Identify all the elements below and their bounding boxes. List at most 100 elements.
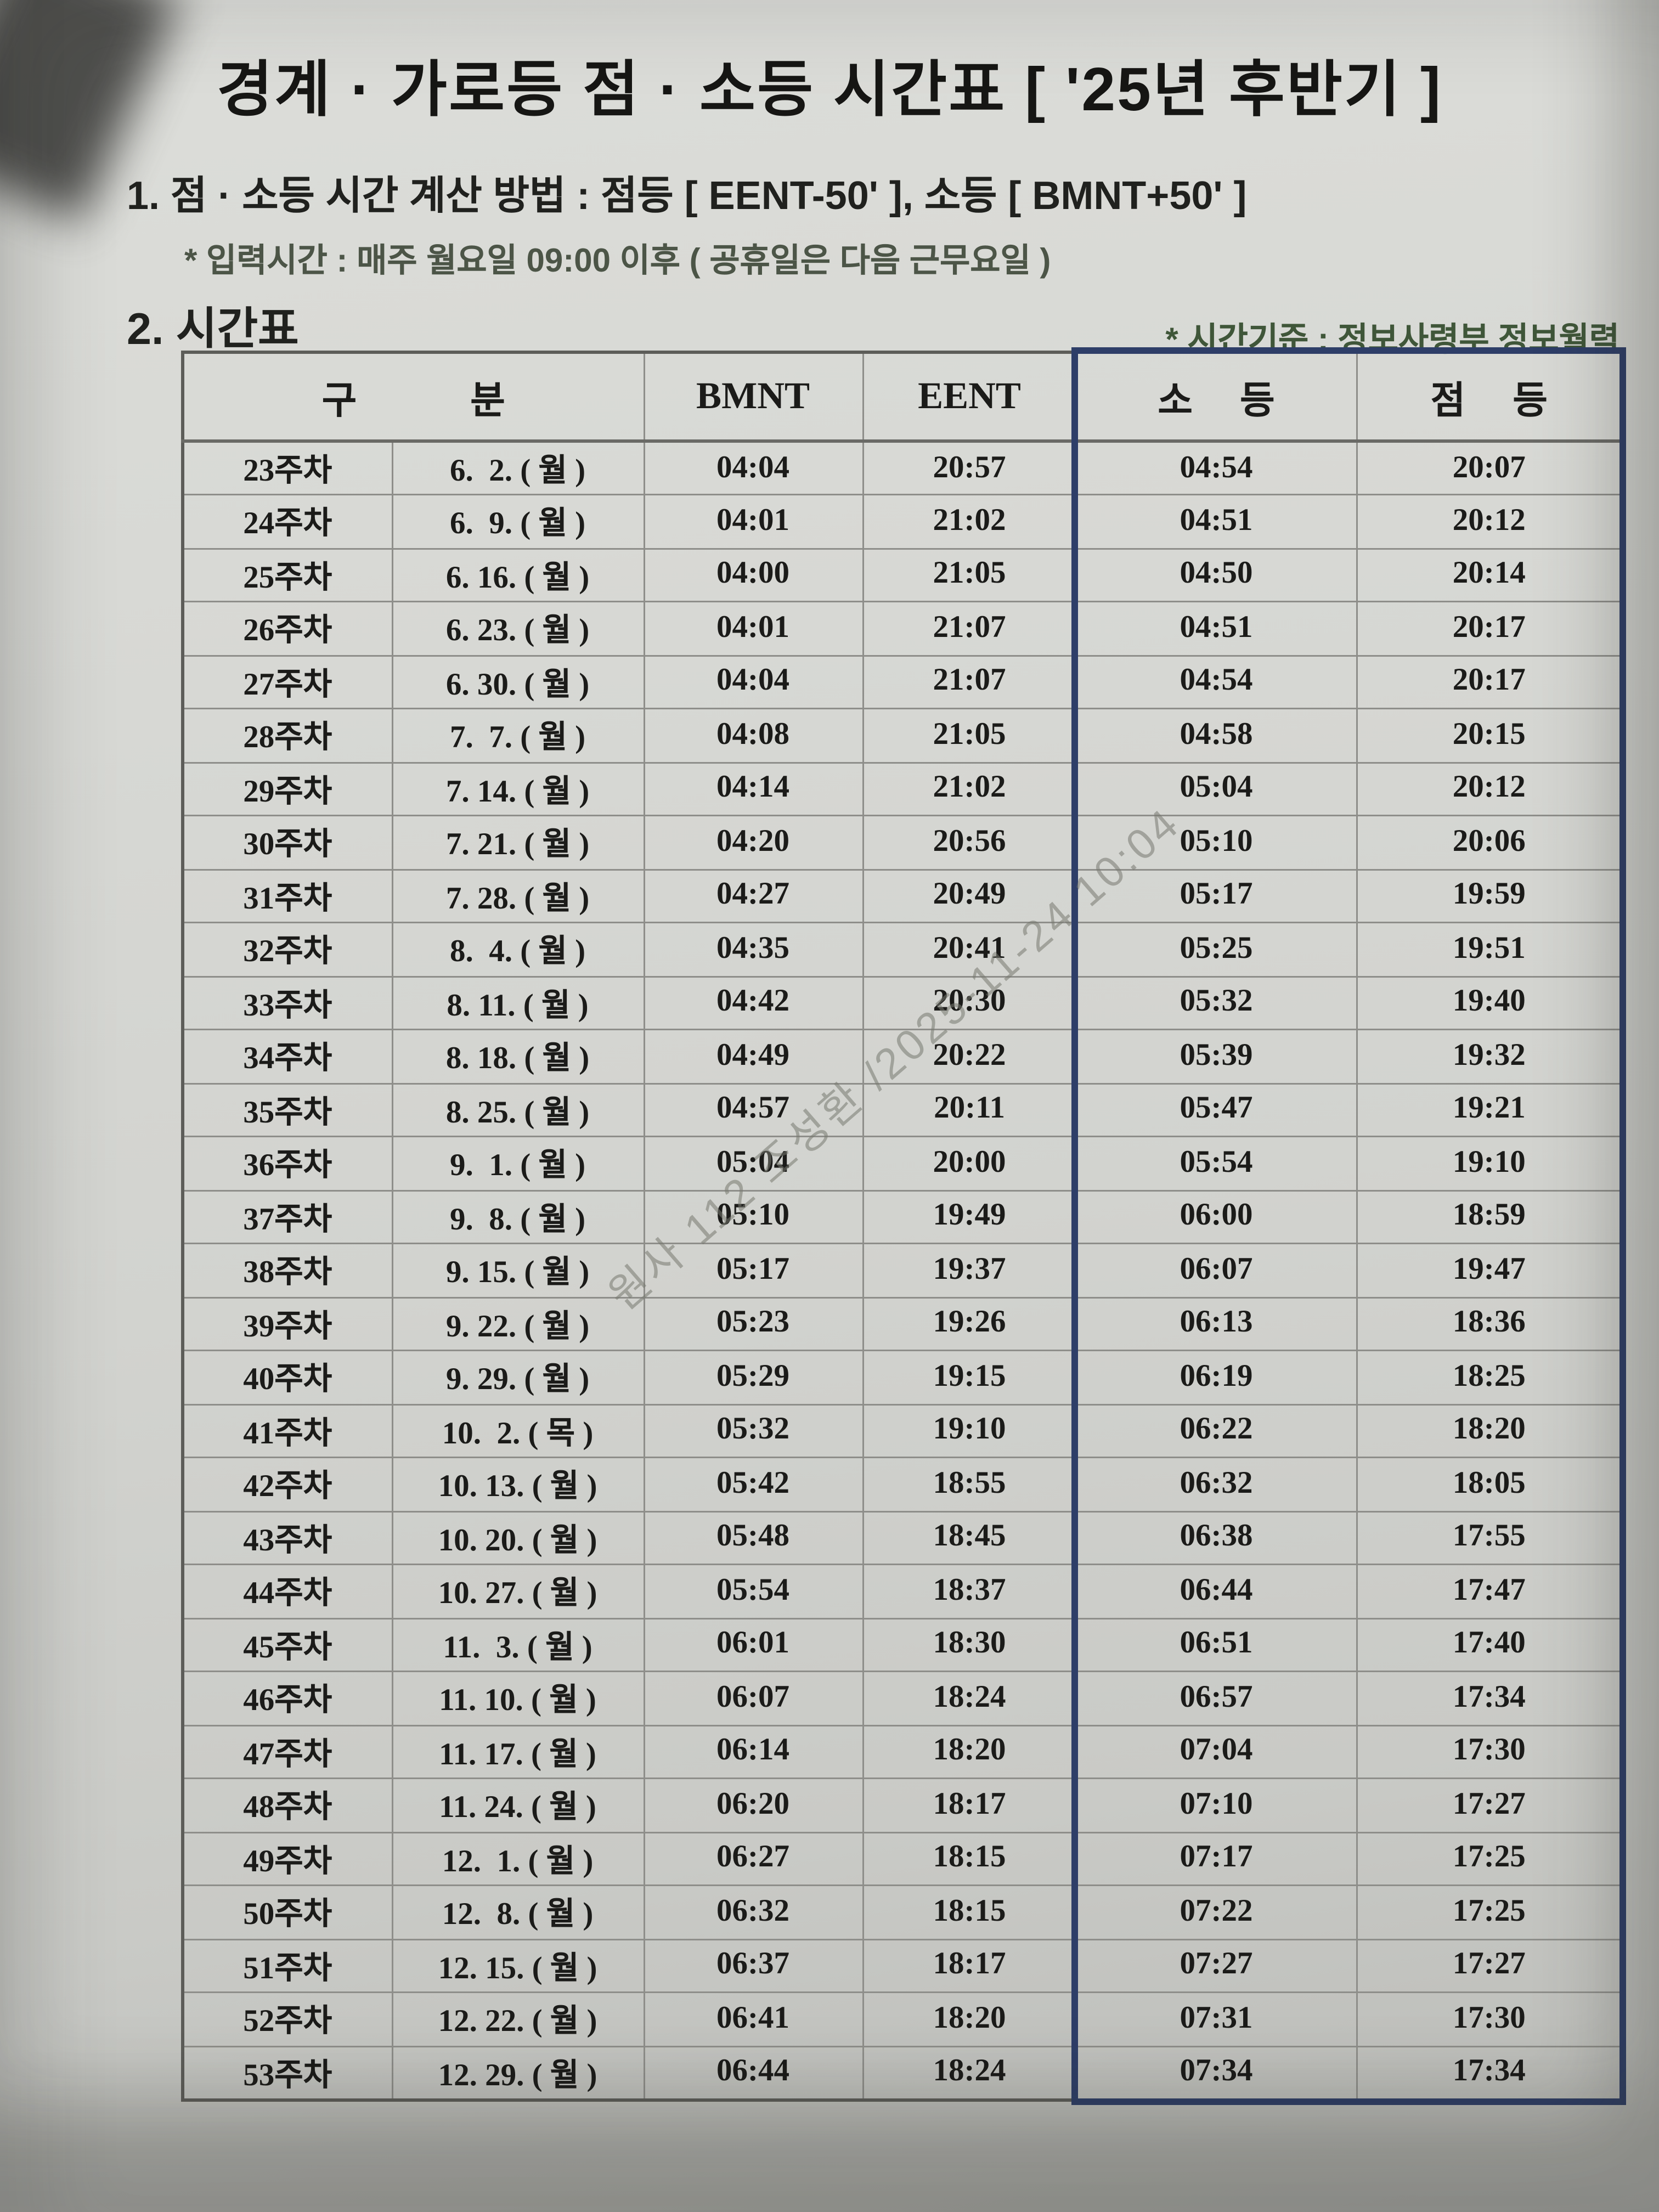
section-heading-timetable: 2. 시간표 <box>127 304 299 354</box>
cell-on: 17:34 <box>1355 2045 1624 2100</box>
cell-date: 7. 21. ( 월 ) <box>391 815 645 870</box>
cell-off: 04:50 <box>1075 547 1357 602</box>
timetable: 구 분 BMNT EENT 소 등 점 등 23주차 6. 2. ( 월 ) 04:… <box>181 351 1625 2101</box>
cell-bmnt: 04:00 <box>642 547 864 602</box>
cell-off: 05:47 <box>1075 1082 1357 1137</box>
table-row: 48주차 11. 24. ( 월 ) 06:20 18:17 07:10 17:27 <box>182 1778 1624 1833</box>
cell-on: 17:27 <box>1355 1778 1624 1833</box>
cell-on: 20:06 <box>1355 815 1624 870</box>
cell-eent: 20:00 <box>861 1136 1077 1191</box>
cell-week: 41주차 <box>182 1403 393 1458</box>
col-header-bmnt: BMNT <box>642 351 864 443</box>
cell-off: 05:54 <box>1075 1136 1357 1191</box>
cell-bmnt: 06:01 <box>642 1617 864 1672</box>
cell-off: 04:54 <box>1075 654 1357 709</box>
table-row: 52주차 12. 22. ( 월 ) 06:41 18:20 07:31 17:30 <box>182 1991 1624 2047</box>
cell-week: 43주차 <box>182 1510 393 1565</box>
table-row: 38주차 9. 15. ( 월 ) 05:17 19:37 06:07 19:47 <box>182 1243 1624 1298</box>
cell-week: 31주차 <box>182 868 393 923</box>
cell-off: 05:17 <box>1075 868 1357 923</box>
cell-date: 12. 8. ( 월 ) <box>391 1884 645 1940</box>
cell-date: 6. 9. ( 월 ) <box>391 494 645 549</box>
cell-bmnt: 05:54 <box>642 1564 864 1619</box>
cell-bmnt: 06:41 <box>642 1991 864 2047</box>
cell-date: 9. 1. ( 월 ) <box>391 1136 645 1191</box>
cell-eent: 20:56 <box>861 815 1077 870</box>
cell-off: 04:54 <box>1075 440 1357 495</box>
cell-bmnt: 06:32 <box>642 1884 864 1940</box>
cell-date: 10. 27. ( 월 ) <box>391 1564 645 1619</box>
table-row: 37주차 9. 8. ( 월 ) 05:10 19:49 06:00 18:59 <box>182 1189 1624 1244</box>
cell-week: 30주차 <box>182 815 393 870</box>
cell-bmnt: 06:07 <box>642 1671 864 1726</box>
cell-eent: 18:55 <box>861 1457 1077 1512</box>
cell-bmnt: 05:48 <box>642 1510 864 1565</box>
cell-date: 6. 16. ( 월 ) <box>391 547 645 602</box>
cell-bmnt: 06:20 <box>642 1778 864 1833</box>
cell-on: 17:47 <box>1355 1564 1624 1619</box>
cell-eent: 20:41 <box>861 922 1077 977</box>
cell-week: 34주차 <box>182 1029 393 1084</box>
cell-date: 7. 28. ( 월 ) <box>391 868 645 923</box>
cell-on: 20:17 <box>1355 601 1624 656</box>
cell-date: 10. 13. ( 월 ) <box>391 1457 645 1512</box>
cell-week: 51주차 <box>182 1938 393 1993</box>
cell-date: 10. 20. ( 월 ) <box>391 1510 645 1565</box>
cell-on: 17:40 <box>1355 1617 1624 1672</box>
cell-on: 19:47 <box>1355 1243 1624 1298</box>
cell-week: 37주차 <box>182 1189 393 1244</box>
cell-date: 9. 22. ( 월 ) <box>391 1296 645 1351</box>
cell-on: 19:59 <box>1355 868 1624 923</box>
cell-week: 46주차 <box>182 1671 393 1726</box>
cell-on: 17:30 <box>1355 1991 1624 2047</box>
cell-date: 12. 22. ( 월 ) <box>391 1991 645 2047</box>
cell-on: 19:51 <box>1355 922 1624 977</box>
cell-off: 05:10 <box>1075 815 1357 870</box>
table-row: 23주차 6. 2. ( 월 ) 04:04 20:57 04:54 20:07 <box>182 440 1624 495</box>
cell-bmnt: 04:49 <box>642 1029 864 1084</box>
cell-eent: 19:26 <box>861 1296 1077 1351</box>
cell-eent: 20:57 <box>861 440 1077 495</box>
cell-date: 9. 15. ( 월 ) <box>391 1243 645 1298</box>
cell-bmnt: 04:57 <box>642 1082 864 1137</box>
cell-on: 18:25 <box>1355 1350 1624 1405</box>
cell-eent: 18:20 <box>861 1991 1077 2047</box>
table-row: 36주차 9. 1. ( 월 ) 05:04 20:00 05:54 19:10 <box>182 1136 1624 1191</box>
cell-on: 20:07 <box>1355 440 1624 495</box>
table-row: 32주차 8. 4. ( 월 ) 04:35 20:41 05:25 19:51 <box>182 922 1624 977</box>
cell-off: 07:27 <box>1075 1938 1357 1993</box>
cell-off: 04:51 <box>1075 494 1357 549</box>
cell-week: 52주차 <box>182 1991 393 2047</box>
cell-bmnt: 04:42 <box>642 975 864 1030</box>
table-row: 25주차 6. 16. ( 월 ) 04:00 21:05 04:50 20:14 <box>182 547 1624 602</box>
cell-week: 32주차 <box>182 922 393 977</box>
cell-on: 20:15 <box>1355 708 1624 763</box>
cell-on: 20:12 <box>1355 761 1624 816</box>
cell-eent: 18:17 <box>861 1938 1077 1993</box>
cell-off: 07:17 <box>1075 1831 1357 1886</box>
cell-eent: 18:20 <box>861 1724 1077 1779</box>
cell-off: 07:10 <box>1075 1778 1357 1833</box>
cell-on: 17:30 <box>1355 1724 1624 1779</box>
cell-bmnt: 05:23 <box>642 1296 864 1351</box>
cell-week: 40주차 <box>182 1350 393 1405</box>
cell-date: 11. 24. ( 월 ) <box>391 1778 645 1833</box>
cell-date: 12. 29. ( 월 ) <box>391 2045 645 2100</box>
cell-off: 06:57 <box>1075 1671 1357 1726</box>
cell-eent: 21:02 <box>861 494 1077 549</box>
cell-date: 11. 3. ( 월 ) <box>391 1617 645 1672</box>
cell-eent: 18:17 <box>861 1778 1077 1833</box>
cell-week: 45주차 <box>182 1617 393 1672</box>
cell-eent: 18:24 <box>861 1671 1077 1726</box>
table-row: 24주차 6. 9. ( 월 ) 04:01 21:02 04:51 20:12 <box>182 494 1624 549</box>
table-row: 39주차 9. 22. ( 월 ) 05:23 19:26 06:13 18:36 <box>182 1296 1624 1351</box>
cell-off: 05:32 <box>1075 975 1357 1030</box>
cell-off: 06:51 <box>1075 1617 1357 1672</box>
cell-bmnt: 05:42 <box>642 1457 864 1512</box>
cell-week: 47주차 <box>182 1724 393 1779</box>
cell-eent: 20:22 <box>861 1029 1077 1084</box>
cell-eent: 19:37 <box>861 1243 1077 1298</box>
cell-on: 18:20 <box>1355 1403 1624 1458</box>
cell-on: 19:10 <box>1355 1136 1624 1191</box>
